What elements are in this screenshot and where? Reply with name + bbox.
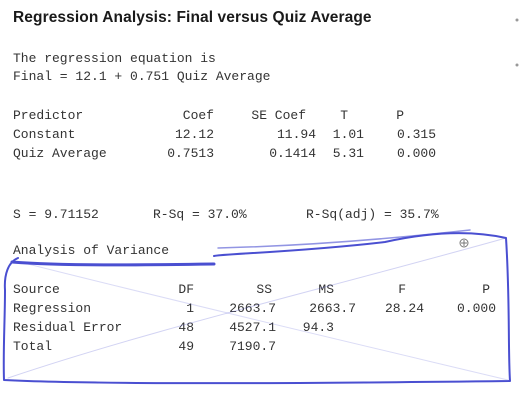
- anova-ms: 2663.7: [309, 301, 356, 316]
- coef-predictor: Constant: [13, 127, 76, 142]
- anova-source: Regression: [13, 301, 92, 316]
- anova-header-ms: MS: [318, 282, 334, 297]
- anova-source: Residual Error: [13, 320, 123, 335]
- anova-source: Total: [13, 339, 53, 354]
- coef-p: 0.000: [396, 146, 436, 161]
- coef-header-se-coef: SE Coef: [251, 108, 306, 123]
- equation-intro: The regression equation is: [13, 51, 216, 66]
- anova-df: 1: [186, 301, 194, 316]
- anova-ss: 2663.7: [229, 301, 276, 316]
- coef-header-t: T: [340, 108, 348, 123]
- stat-s: S = 9.71152: [13, 207, 99, 222]
- coef-predictor: Quiz Average: [13, 146, 107, 161]
- coef-header-predictor: Predictor: [13, 108, 84, 123]
- coef-se: 0.1414: [269, 146, 316, 161]
- stat-r-sq-adj: R-Sq(adj) = 35.7%: [306, 207, 439, 222]
- anova-box-top-stroke: [217, 229, 471, 249]
- coef-p: 0.315: [396, 127, 436, 142]
- anova-header-df: DF: [178, 282, 194, 297]
- anova-ms: 94.3: [302, 320, 334, 335]
- coef-value: 0.7513: [167, 146, 214, 161]
- stat-r-sq: R-Sq = 37.0%: [153, 207, 247, 222]
- heading-underline: [10, 260, 216, 267]
- corner-dot: [515, 18, 519, 22]
- coef-value: 12.12: [174, 127, 214, 142]
- anova-ss: 4527.1: [229, 320, 276, 335]
- anova-ss: 7190.7: [229, 339, 276, 354]
- anova-header-ss: SS: [256, 282, 272, 297]
- anova-header-f: F: [398, 282, 406, 297]
- coef-t: 1.01: [332, 127, 364, 142]
- coef-t: 5.31: [332, 146, 364, 161]
- coef-header-coef: Coef: [182, 108, 214, 123]
- anova-header-p: P: [482, 282, 490, 297]
- anova-df: 49: [178, 339, 194, 354]
- anova-header-source: Source: [13, 282, 60, 297]
- anova-heading: Analysis of Variance: [13, 243, 170, 258]
- corner-dot: [515, 63, 519, 67]
- regression-equation: Final = 12.1 + 0.751 Quiz Average: [13, 69, 271, 84]
- cursor-dot-icon: [459, 238, 469, 248]
- page-title: Regression Analysis: Final versus Quiz A…: [13, 9, 372, 26]
- anova-f: 28.24: [384, 301, 424, 316]
- coef-se: 11.94: [276, 127, 316, 142]
- anova-p: 0.000: [456, 301, 496, 316]
- coef-header-p: P: [396, 108, 404, 123]
- anova-df: 48: [178, 320, 194, 335]
